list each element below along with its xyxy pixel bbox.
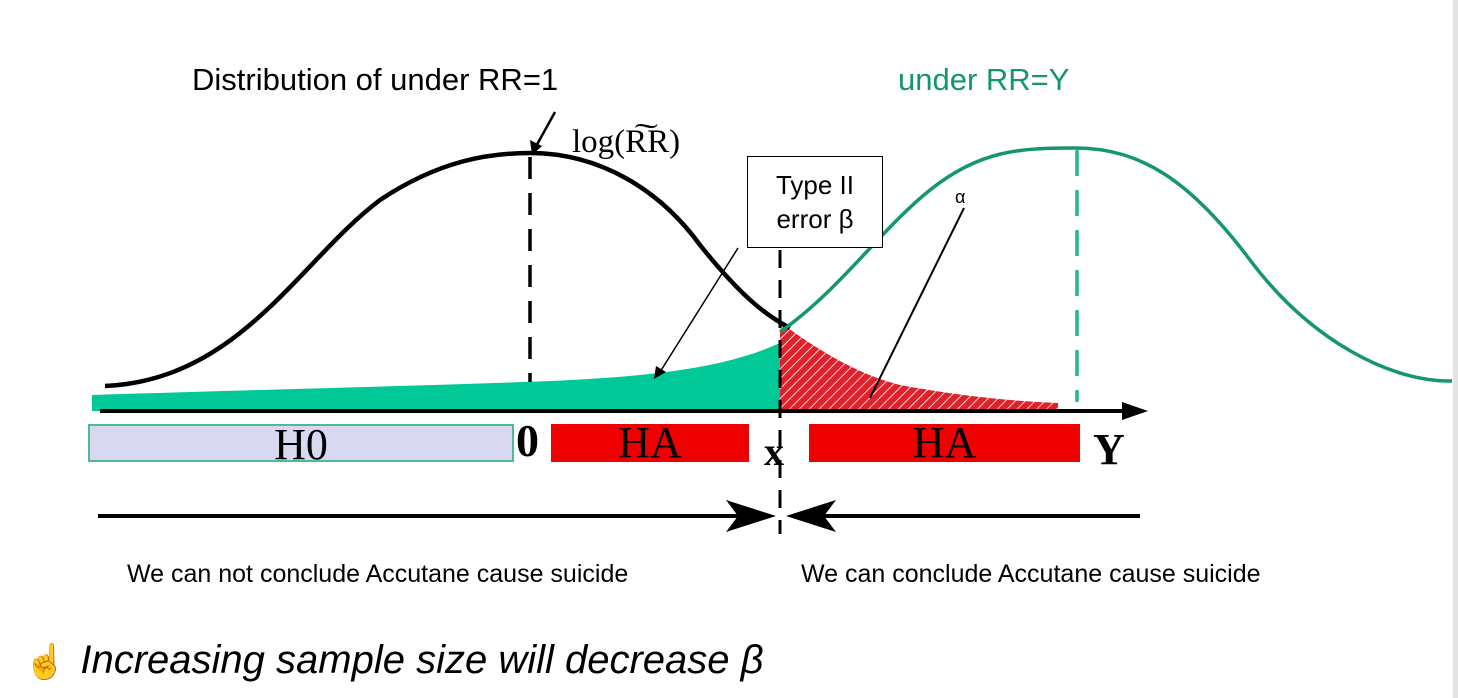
sample-size-note: ☝ Increasing sample size will decrease β [24, 640, 764, 680]
type2-pointer [659, 247, 739, 373]
pointing-hand-icon: ☝ [24, 643, 67, 681]
conclusion-right: We can conclude Accutane cause suicide [801, 560, 1261, 588]
critical-x-label: x [764, 429, 784, 474]
beta-area [92, 343, 780, 411]
x-axis-arrowhead [1122, 402, 1148, 420]
h0-distribution-title: Distribution of under RR=1 [192, 62, 559, 97]
alpha-area [780, 322, 1058, 411]
type2-error-line2: error β [776, 204, 854, 234]
log-rr-pointer-head [530, 140, 542, 155]
h0-region: H0 [88, 423, 514, 467]
type2-error-line1: Type II [775, 170, 855, 200]
type2-error-box: Type II error β [747, 156, 883, 248]
zero-label: 0 [516, 415, 539, 466]
conclusion-left: We can not conclude Accutane cause suici… [127, 560, 629, 588]
log-rr-label: log(R͠R) [572, 124, 681, 160]
ha-distribution-title: under RR=Y [898, 62, 1070, 97]
y-label: Y [1093, 425, 1125, 474]
slide-edge [1453, 0, 1458, 698]
alpha-pointer [869, 207, 965, 399]
ha-curve [778, 146, 1453, 383]
type2-pointer-head [654, 366, 666, 379]
left-decision-arrowhead [726, 500, 776, 532]
sample-size-note-text: Increasing sample size will decrease β [80, 638, 764, 682]
ha-region-right: HA [809, 421, 1080, 465]
ha-region-left: HA [551, 421, 749, 465]
log-rr-pointer [532, 111, 557, 151]
right-decision-arrowhead [786, 500, 836, 532]
h0-curve [104, 150, 792, 389]
alpha-label: α [955, 187, 966, 207]
